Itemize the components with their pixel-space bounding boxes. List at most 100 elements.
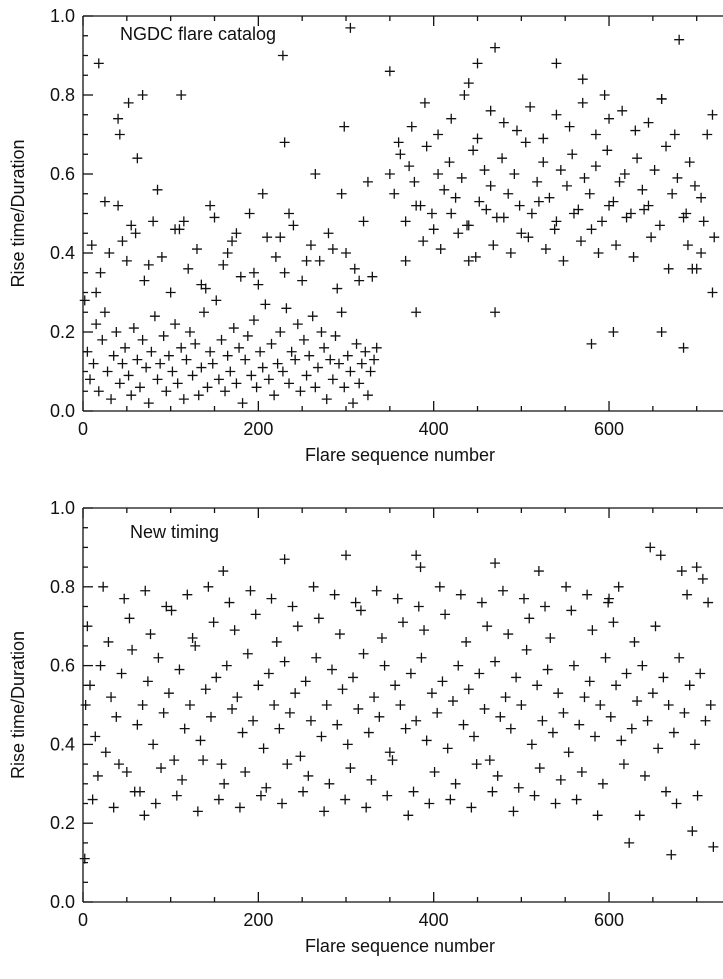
data-point — [684, 157, 695, 168]
data-point — [411, 200, 422, 211]
data-point — [490, 42, 501, 53]
data-point — [129, 786, 140, 797]
data-point — [163, 350, 174, 361]
data-point — [645, 542, 656, 553]
data-point — [426, 208, 437, 219]
data-point — [184, 700, 195, 710]
data-point — [342, 739, 353, 750]
data-point — [290, 688, 301, 699]
data-point — [547, 727, 558, 738]
data-point — [130, 228, 141, 239]
data-point — [632, 153, 643, 164]
data-point — [200, 684, 211, 695]
data-point — [216, 334, 227, 345]
data-point — [390, 680, 401, 691]
data-point — [365, 366, 376, 377]
data-point — [319, 806, 330, 817]
data-point — [540, 601, 551, 612]
data-point — [258, 743, 269, 754]
data-point — [277, 50, 288, 61]
data-point — [222, 350, 233, 361]
data-point — [161, 601, 172, 612]
data-point — [419, 625, 430, 636]
data-point — [561, 180, 572, 191]
data-point — [292, 621, 303, 632]
data-point — [113, 200, 124, 211]
data-point — [203, 581, 214, 592]
data-point — [555, 165, 566, 176]
data-point — [534, 763, 545, 774]
data-point — [600, 652, 611, 663]
data-point — [128, 323, 139, 334]
data-point — [593, 248, 604, 258]
data-point — [687, 826, 698, 837]
data-point — [106, 692, 117, 703]
data-point — [509, 169, 520, 179]
y-tick-label: 0.2 — [50, 322, 75, 342]
data-point — [169, 755, 180, 766]
data-point — [549, 224, 560, 235]
data-point — [497, 585, 508, 596]
data-point — [404, 161, 415, 172]
data-point — [495, 711, 506, 722]
data-point — [474, 196, 485, 207]
data-point — [232, 692, 243, 703]
data-point — [637, 184, 648, 195]
data-point — [251, 382, 262, 393]
data-point — [400, 255, 411, 266]
y-tick-label: 0.0 — [50, 892, 75, 912]
data-point — [702, 129, 713, 140]
data-point — [269, 700, 280, 710]
data-point — [456, 172, 467, 183]
data-point — [143, 259, 154, 270]
data-point — [577, 97, 588, 108]
data-point — [419, 97, 430, 108]
data-point — [146, 346, 157, 357]
data-point — [498, 212, 509, 223]
data-point — [411, 715, 422, 726]
data-point — [248, 715, 259, 726]
data-point — [225, 366, 236, 377]
data-point — [521, 644, 532, 655]
data-point — [100, 747, 111, 758]
data-point — [586, 338, 597, 349]
data-point — [165, 287, 176, 298]
data-point — [137, 90, 148, 100]
data-point — [649, 165, 660, 176]
data-point — [126, 390, 137, 401]
data-point — [590, 129, 601, 140]
data-point — [354, 378, 365, 389]
data-point — [227, 703, 238, 714]
data-point — [472, 133, 483, 144]
data-point — [361, 802, 372, 813]
data-point — [428, 224, 439, 235]
data-point — [88, 358, 99, 369]
data-point — [621, 668, 632, 679]
data-point — [415, 562, 426, 573]
data-point — [263, 374, 274, 385]
data-point — [468, 145, 479, 156]
data-point — [262, 232, 273, 243]
data-point — [476, 597, 487, 608]
panel-annotation: New timing — [130, 522, 219, 542]
data-point — [281, 303, 292, 314]
data-point — [470, 251, 481, 262]
data-point — [300, 676, 311, 687]
data-point — [545, 633, 556, 644]
data-point — [500, 692, 511, 703]
data-point — [696, 192, 707, 203]
data-point — [149, 311, 160, 322]
data-point — [668, 727, 679, 738]
data-point — [587, 625, 598, 636]
data-point — [418, 236, 429, 247]
data-point — [551, 109, 562, 120]
data-point — [198, 307, 209, 318]
data-point — [341, 248, 352, 258]
data-point — [295, 751, 306, 762]
data-point — [525, 101, 536, 112]
data-point — [555, 774, 566, 785]
data-point — [158, 330, 169, 341]
data-point — [604, 113, 615, 124]
x-axis-title: Flare sequence number — [305, 936, 495, 956]
